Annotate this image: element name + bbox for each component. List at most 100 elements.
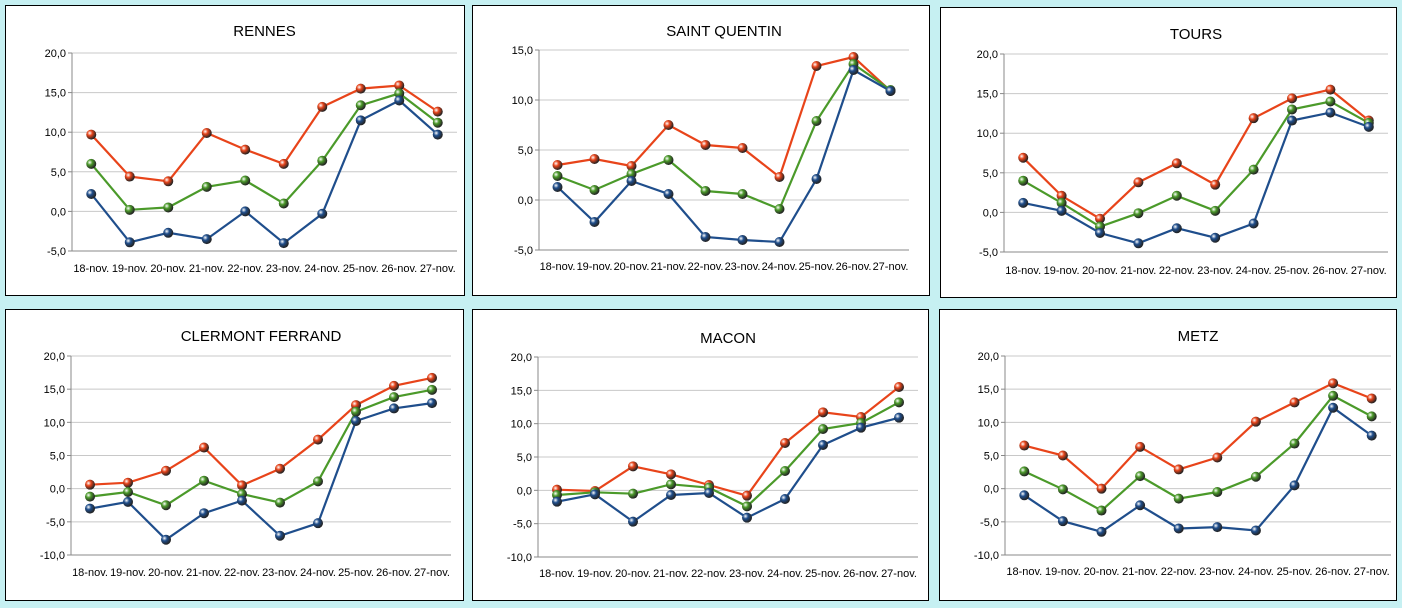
series-line-blue <box>556 68 892 244</box>
x-tick-label: 25-nov. <box>799 261 835 273</box>
data-point-green <box>742 501 752 512</box>
data-point-red <box>123 477 133 488</box>
data-point-blue <box>590 489 600 500</box>
data-point-blue <box>161 534 171 545</box>
data-point-green <box>432 117 443 128</box>
x-tick-label: 27-nov. <box>414 567 450 579</box>
data-point-green <box>1171 190 1182 201</box>
x-tick-label: 24-nov. <box>762 261 798 273</box>
series-line-green <box>1023 394 1373 512</box>
data-point-green <box>278 198 289 209</box>
chart-title: SAINT QUENTIN <box>666 23 782 40</box>
data-point-green <box>626 169 637 179</box>
y-tick-label: -10,0 <box>507 552 532 564</box>
x-tick-label: 25-nov. <box>1274 265 1310 277</box>
data-point-blue <box>240 206 251 217</box>
data-point-red <box>848 52 859 62</box>
data-point-blue <box>313 518 323 529</box>
data-point-green <box>1135 471 1146 482</box>
data-point-green <box>589 185 600 195</box>
data-point-blue <box>1287 115 1297 126</box>
data-point-green <box>1018 175 1029 186</box>
data-point-red <box>552 160 563 170</box>
series-line-green <box>90 92 439 211</box>
line-chart: CLERMONT FERRAND 20,0 15,0 10,0 5,0 0,0 -5,0 -1… <box>40 328 451 579</box>
y-tick-label: 15,0 <box>511 385 532 397</box>
data-point-blue <box>1018 197 1029 208</box>
y-tick-label: -5,0 <box>979 247 998 259</box>
x-tick-label: 26-nov. <box>381 263 417 275</box>
data-point-red <box>85 479 95 490</box>
data-point-green <box>1325 96 1336 107</box>
data-point-red <box>742 490 752 501</box>
x-tick-label: 24-nov. <box>1236 265 1272 277</box>
x-tick-label: 19-nov. <box>110 567 146 579</box>
data-point-blue <box>1289 480 1300 491</box>
x-tick-label: 21-nov. <box>186 567 222 579</box>
data-point-red <box>237 480 247 491</box>
data-point-red <box>1173 464 1184 475</box>
data-point-green <box>700 186 711 196</box>
data-point-blue <box>700 232 711 242</box>
x-tick-label: 18-nov. <box>73 263 109 275</box>
data-point-green <box>894 397 904 408</box>
y-tick-label: 5,0 <box>518 145 533 157</box>
data-point-green <box>1212 486 1223 497</box>
data-point-blue <box>394 95 405 106</box>
y-tick-label: 20,0 <box>511 352 532 364</box>
data-point-blue <box>663 189 674 199</box>
data-point-red <box>811 61 822 71</box>
x-tick-label: 20-nov. <box>614 261 650 273</box>
chart-title: RENNES <box>233 23 296 40</box>
data-point-red <box>1019 440 1030 451</box>
data-point-blue <box>1133 238 1144 249</box>
x-tick-label: 21-nov. <box>651 261 687 273</box>
data-point-green <box>389 392 399 403</box>
data-point-blue <box>1212 522 1223 533</box>
data-point-blue <box>317 208 328 219</box>
y-tick-label: -10,0 <box>40 550 65 562</box>
y-tick-label: 0,0 <box>518 195 533 207</box>
data-point-blue <box>811 174 822 184</box>
chart-panel-tours: TOURS 20,0 15,0 10,0 5,0 0,0 -5,0 18-nov. 19-nov… <box>940 7 1397 298</box>
x-tick-label: 21-nov. <box>653 568 689 580</box>
series-line-blue <box>1022 111 1370 245</box>
data-point-green <box>1173 493 1184 504</box>
data-point-blue <box>163 227 174 238</box>
data-point-blue <box>628 516 638 527</box>
x-tick-label: 26-nov. <box>836 261 872 273</box>
data-point-red <box>240 144 251 155</box>
data-point-red <box>774 172 785 182</box>
y-tick-label: 10,0 <box>512 95 533 107</box>
data-point-blue <box>1096 526 1107 537</box>
x-tick-label: 18-nov. <box>1006 566 1042 578</box>
y-tick-label: 20,0 <box>44 351 65 363</box>
x-tick-label: 23-nov. <box>725 261 761 273</box>
x-tick-label: 21-nov. <box>1120 265 1156 277</box>
data-point-blue <box>124 237 135 248</box>
data-point-green <box>1096 505 1107 516</box>
y-tick-label: 20,0 <box>978 351 999 363</box>
data-point-red <box>1250 416 1261 427</box>
y-tick-label: 0,0 <box>50 484 65 496</box>
data-point-blue <box>1210 232 1221 243</box>
data-point-red <box>1325 84 1336 95</box>
x-tick-label: 26-nov. <box>843 568 879 580</box>
data-point-blue <box>278 238 289 249</box>
data-point-red <box>313 434 323 445</box>
data-point-red <box>894 382 904 392</box>
data-point-red <box>355 83 366 94</box>
data-point-red <box>161 465 171 476</box>
y-tick-label: 5,0 <box>517 452 532 464</box>
data-point-red <box>275 463 285 474</box>
data-point-red <box>432 106 443 117</box>
data-point-green <box>317 155 328 166</box>
x-tick-label: 19-nov. <box>577 568 613 580</box>
y-tick-label: 15,0 <box>977 89 998 101</box>
data-point-blue <box>589 217 600 227</box>
x-tick-label: 26-nov. <box>376 567 412 579</box>
data-point-blue <box>1056 205 1067 216</box>
data-point-green <box>1056 197 1067 208</box>
data-point-red <box>737 143 748 153</box>
line-chart: MACON 20,0 15,0 10,0 5,0 0,0 -5,0 -10,0 18-nov. 1… <box>507 330 918 580</box>
